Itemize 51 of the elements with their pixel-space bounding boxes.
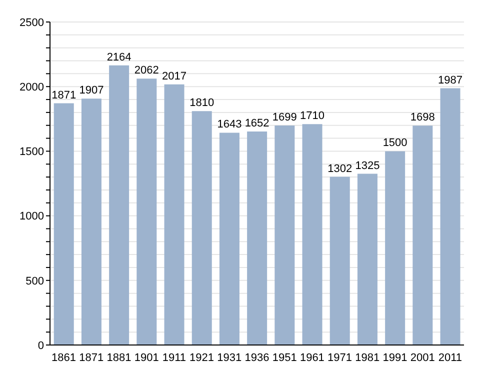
data-label: 1652 — [244, 118, 270, 130]
x-tick-label: 1911 — [162, 352, 186, 364]
x-tick-label: 2001 — [410, 352, 435, 364]
bar — [274, 125, 295, 345]
data-label: 1699 — [272, 111, 297, 124]
x-tick-label: 1881 — [106, 352, 132, 364]
y-tick-label: 0 — [38, 340, 44, 352]
data-label: 1325 — [355, 160, 380, 172]
bar — [330, 176, 350, 345]
data-label: 1500 — [382, 137, 408, 150]
data-label: 1643 — [217, 118, 242, 131]
x-tick-label: 1936 — [244, 352, 270, 364]
data-label: 1987 — [438, 74, 463, 86]
bar — [81, 98, 102, 345]
y-tick-label: 500 — [26, 275, 44, 288]
bar — [357, 174, 378, 345]
x-tick-label: 1921 — [190, 352, 214, 364]
x-tick-label: 1931 — [217, 352, 242, 364]
x-tick-label: 1991 — [382, 352, 408, 364]
data-label: 1302 — [328, 162, 352, 175]
y-tick-label: 1500 — [20, 146, 44, 158]
bar — [136, 78, 157, 345]
bar — [164, 84, 184, 345]
x-tick-label: 1951 — [272, 352, 297, 364]
x-tick-label: 1961 — [300, 352, 324, 364]
x-tick-label: 2011 — [438, 352, 462, 364]
data-label: 2164 — [106, 51, 132, 64]
x-tick-label: 1901 — [134, 352, 159, 364]
data-label: 2017 — [162, 70, 187, 82]
bar — [440, 88, 460, 345]
bar — [247, 132, 268, 345]
data-label: 1871 — [52, 89, 76, 102]
bar — [109, 65, 130, 345]
bar — [302, 124, 322, 345]
bar — [385, 151, 406, 345]
data-label: 1810 — [190, 97, 214, 110]
y-tick-label: 2000 — [20, 82, 44, 94]
bar — [54, 103, 74, 345]
data-label: 1710 — [300, 110, 325, 122]
x-tick-label: 1981 — [355, 352, 380, 364]
x-tick-label: 1871 — [79, 352, 104, 364]
x-tick-label: 1971 — [328, 352, 352, 364]
bar — [219, 132, 240, 345]
bar — [192, 111, 212, 345]
data-label: 2062 — [134, 64, 159, 77]
y-tick-label: 2500 — [20, 16, 44, 29]
bar — [412, 126, 433, 345]
data-label: 1907 — [79, 84, 104, 97]
x-tick-label: 1861 — [52, 352, 76, 364]
y-tick-label: 1000 — [20, 210, 44, 223]
data-label: 1698 — [410, 112, 435, 124]
